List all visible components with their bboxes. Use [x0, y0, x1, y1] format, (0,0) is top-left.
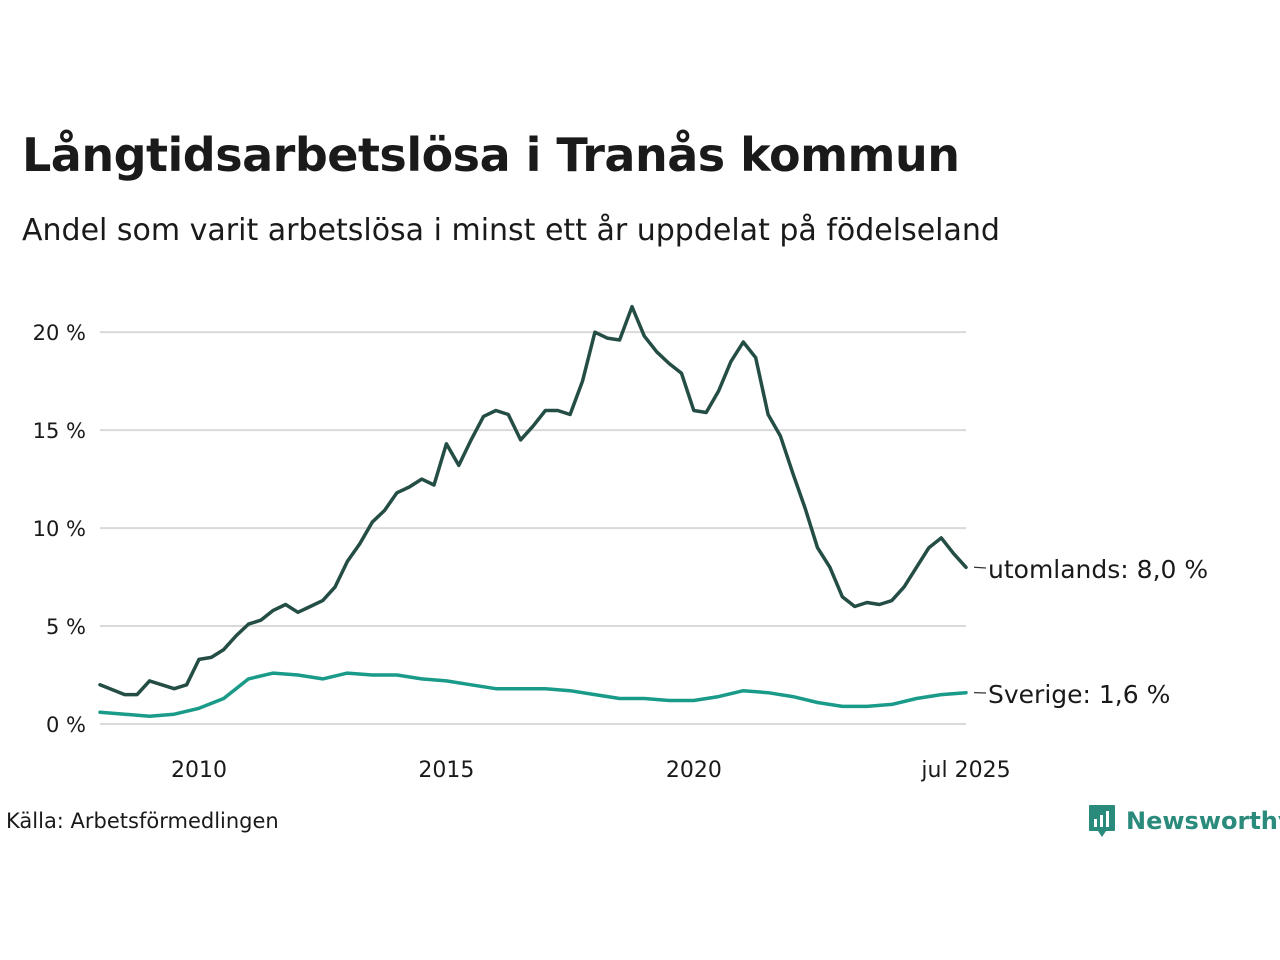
end-label-sverige: Sverige: 1,6 % — [988, 680, 1170, 709]
brand-name: Newsworthy — [1126, 807, 1280, 835]
end-label-utomlands: utomlands: 8,0 % — [988, 555, 1208, 584]
series-line-utomlands — [98, 304, 968, 697]
chart-title: Långtidsarbetslösa i Tranås kommun — [22, 128, 960, 182]
newsworthy-logo[interactable]: Newsworthy — [1088, 802, 1280, 840]
series-line-sverige — [98, 671, 968, 718]
x-tick-label: 2020 — [666, 758, 722, 783]
x-tick-label: 2015 — [418, 758, 474, 783]
y-tick-label: 20 % — [33, 321, 86, 345]
y-tick-label: 15 % — [33, 419, 86, 443]
y-tick-label: 5 % — [46, 615, 86, 639]
x-tick-label: jul 2025 — [920, 758, 1010, 783]
bar-chart-icon — [1089, 805, 1115, 837]
chart-subtitle: Andel som varit arbetslösa i minst ett å… — [22, 213, 1000, 248]
end-label-connector — [973, 566, 987, 569]
y-tick-label: 10 % — [33, 517, 86, 541]
x-tick-label: 2010 — [171, 758, 227, 783]
source-note: Källa: Arbetsförmedlingen — [6, 809, 279, 833]
y-tick-label: 0 % — [46, 713, 86, 737]
